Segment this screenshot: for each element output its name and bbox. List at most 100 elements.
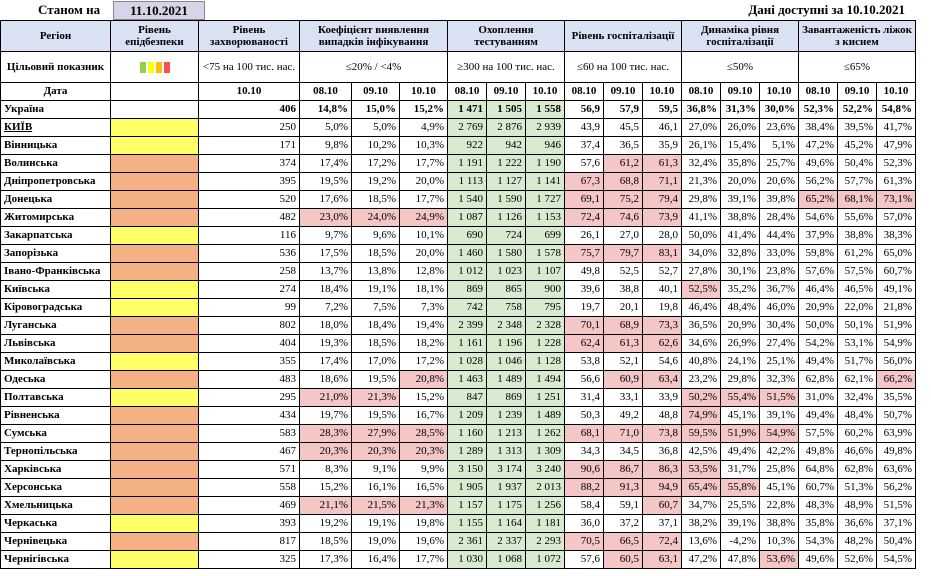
table-row: Черкаська 393 19,2% 19,1% 19,8% 1 155 1 164 1 1… [0,514,916,533]
detection-cell: 28,5% [399,424,448,443]
hospitalization-cell: 88,2 [564,478,604,497]
target-detection: ≤20% / <4% [299,51,448,83]
hosp-dynamics-cell: 34,0% [681,244,721,263]
hosp-dynamics-cell: 39,1% [720,514,760,533]
hosp-dynamics-cell: 38,8% [720,208,760,227]
testing-cell: 1 213 [486,424,526,443]
testing-cell: 1 157 [447,496,487,515]
table-row: Чернівецька 817 18,5% 19,0% 19,6% 2 361 2 337 2… [0,532,916,551]
oxygen-beds-cell: 62,1% [837,370,877,389]
hospitalization-cell: 63,1 [642,550,682,569]
detection-cell: 15,2% [399,388,448,407]
detection-cell: 18,6% [299,370,352,389]
hosp-dynamics-cell: 21,3% [681,172,721,191]
oxygen-beds-cell: 52,3% [876,154,916,173]
hospitalization-cell: 61,2 [603,154,643,173]
hosp-dynamics-cell: 55,4% [720,388,760,407]
testing-cell: 1 256 [525,496,565,515]
testing-cell: 1 030 [447,550,487,569]
hosp-dynamics-cell: 41,1% [681,208,721,227]
oxygen-beds-cell: 39,5% [837,118,877,137]
as-of-label: Станом на [38,2,101,17]
testing-cell: 1 161 [447,334,487,353]
testing-cell: 1 558 [525,100,565,119]
testing-cell: 1 113 [447,172,487,191]
hosp-dynamics-cell: 51,9% [720,424,760,443]
hospitalization-cell: 60,9 [603,370,643,389]
level-swatch-icon [155,61,162,73]
epidemic-level-cell [110,172,199,191]
region-name: Чернівецька [0,532,111,551]
oxygen-beds-cell: 36,6% [837,514,877,533]
hosp-dynamics-cell: 20,6% [759,172,799,191]
date-morbidity: 10.10 [198,82,300,101]
detection-cell: 19,2% [299,514,352,533]
hospitalization-cell: 48,8 [642,406,682,425]
table-row: Волинська 374 17,4% 17,2% 17,7% 1 191 1 222 1 1… [0,154,916,173]
oxygen-beds-cell: 37,9% [798,226,838,245]
target-testing: ≥300 на 100 тис. нас. [447,51,565,83]
morbidity-cell: 274 [198,280,300,299]
hosp-dynamics-cell: 46,0% [759,298,799,317]
hosp-dynamics-cell: 29,8% [681,190,721,209]
detection-cell: 19,3% [299,334,352,353]
epidemic-level-cell [110,388,199,407]
oxygen-beds-cell: 46,4% [798,280,838,299]
hospitalization-cell: 34,3 [564,442,604,461]
testing-cell: 2 939 [525,118,565,137]
epidemic-level-cell [110,496,199,515]
testing-cell: 900 [525,280,565,299]
country-row: Україна 406 14,8% 15,0% 15,2% 1 471 1 505 1 558… [0,100,916,119]
morbidity-cell: 434 [198,406,300,425]
hospitalization-cell: 62,6 [642,334,682,353]
hospitalization-cell: 62,4 [564,334,604,353]
table-row: Тернопільська 467 20,3% 20,3% 20,3% 1 289 1 31… [0,442,916,461]
testing-cell: 1 023 [486,262,526,281]
hospitalization-cell: 70,5 [564,532,604,551]
oxygen-beds-cell: 49,4% [798,406,838,425]
detection-cell: 16,4% [351,550,400,569]
header-hosp-dynamics: Динаміка рівня госпіталізації [681,20,799,52]
testing-cell: 690 [447,226,487,245]
morbidity-cell: 171 [198,136,300,155]
hosp-dynamics-cell: 26,0% [720,118,760,137]
testing-cell: 1 463 [447,370,487,389]
hospitalization-cell: 69,1 [564,190,604,209]
morbidity-cell: 817 [198,532,300,551]
hospitalization-cell: 66,5 [603,532,643,551]
morbidity-cell: 482 [198,208,300,227]
oxygen-beds-cell: 63,6% [876,460,916,479]
header-oxygen-beds: Завантаженість ліжок з киснем [798,20,916,52]
table-row: Запорізька 536 17,5% 18,5% 20,0% 1 460 1 580 1 … [0,244,916,263]
hospitalization-cell: 73,9 [642,208,682,227]
morbidity-cell: 558 [198,478,300,497]
table-row: Херсонська 558 15,2% 16,1% 16,5% 1 905 1 937 2 … [0,478,916,497]
oxygen-beds-cell: 61,2% [837,244,877,263]
oxygen-beds-cell: 35,5% [876,388,916,407]
hospitalization-cell: 73,8 [642,424,682,443]
level-swatch-icon [139,61,146,73]
detection-cell: 18,5% [351,334,400,353]
testing-cell: 1 937 [486,478,526,497]
testing-cell: 1 209 [447,406,487,425]
hospitalization-cell: 67,3 [564,172,604,191]
hosp-dynamics-cell: 25,8% [759,460,799,479]
oxygen-beds-cell: 54,8% [876,100,916,119]
hospitalization-cell: 57,6 [564,550,604,569]
testing-cell: 869 [486,388,526,407]
oxygen-beds-cell: 38,3% [876,226,916,245]
testing-cell: 2 399 [447,316,487,335]
testing-cell: 2 013 [525,478,565,497]
epidemic-level-cell [110,406,199,425]
hosp-dynamics-cell: 5,1% [759,136,799,155]
target-hospitalization: ≤60 на 100 тис. нас. [564,51,682,83]
hosp-dynamics-cell: 51,5% [759,388,799,407]
testing-cell: 2 337 [486,532,526,551]
hosp-dynamics-cell: 48,4% [720,298,760,317]
region-name: Черкаська [0,514,111,533]
detection-cell: 17,2% [351,154,400,173]
header-hospitalization: Рівень госпіталізації [564,20,682,52]
testing-cell: 724 [486,226,526,245]
testing-cell: 847 [447,388,487,407]
hospitalization-cell: 35,9 [642,136,682,155]
